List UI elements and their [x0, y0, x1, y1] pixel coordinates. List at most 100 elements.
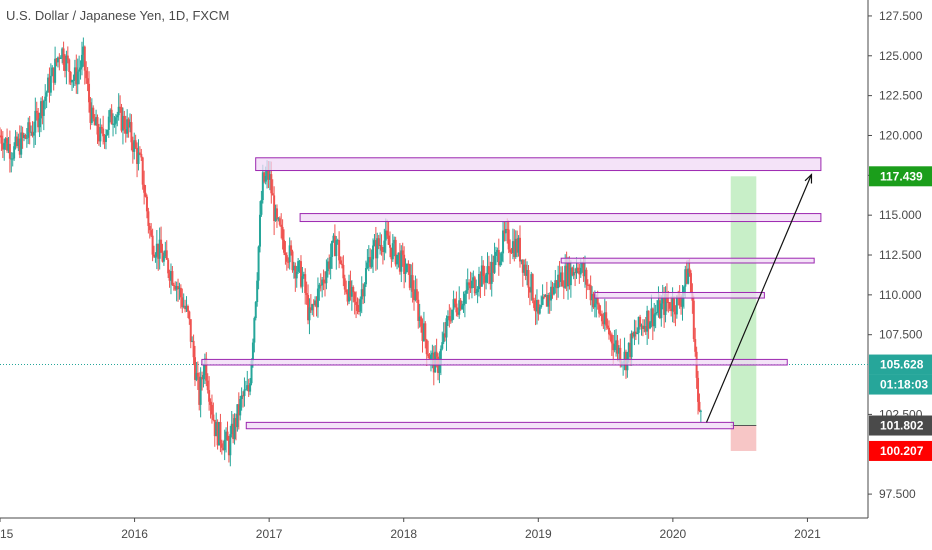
- candle-body: [305, 293, 308, 295]
- candle-body: [246, 385, 249, 390]
- candle-body: [333, 235, 336, 257]
- candle-body: [25, 137, 28, 139]
- candle-body: [390, 247, 393, 260]
- candle-body: [439, 348, 442, 364]
- x-tick-label: 2020: [660, 527, 687, 541]
- candle-body: [144, 192, 147, 197]
- candles: [0, 37, 702, 467]
- candle-body: [147, 211, 150, 227]
- x-tick-label: 2018: [390, 527, 417, 541]
- candle-body: [208, 390, 211, 402]
- candle-body: [76, 71, 79, 85]
- candle-body: [444, 333, 447, 338]
- candle-body: [348, 281, 351, 302]
- candle-body: [332, 235, 335, 242]
- projection-arrow-head: [804, 173, 813, 184]
- candle-body: [592, 294, 595, 308]
- candle-body: [698, 401, 701, 411]
- candle-body: [229, 434, 232, 456]
- candle-body: [55, 58, 58, 63]
- candle-body: [564, 265, 567, 288]
- candle-body: [6, 138, 9, 151]
- candle-body: [401, 250, 404, 255]
- candle-body: [38, 118, 41, 128]
- candle-body: [446, 316, 449, 319]
- price-badge-label: 100.207: [880, 444, 924, 458]
- candle-body: [658, 300, 661, 319]
- candle-body: [309, 307, 312, 311]
- candle-body: [107, 116, 110, 130]
- chart-title: U.S. Dollar / Japanese Yen, 1D, FXCM: [6, 8, 230, 23]
- candle-body: [266, 170, 269, 176]
- candle-body: [106, 129, 109, 135]
- candle-body: [59, 57, 62, 59]
- candle-body: [687, 268, 690, 284]
- candle-body: [571, 267, 574, 276]
- candle-body: [316, 288, 319, 308]
- candle-body: [291, 251, 294, 271]
- candle-body: [212, 414, 215, 420]
- candle-body: [465, 290, 468, 294]
- candle-body: [355, 301, 358, 305]
- candle-body: [136, 147, 139, 164]
- candle-body: [41, 101, 44, 116]
- candle-body: [671, 298, 674, 312]
- candle-body: [318, 284, 321, 289]
- stop-area: [730, 425, 757, 451]
- candle-body: [56, 57, 59, 63]
- candle-body: [640, 325, 643, 327]
- candle-body: [28, 122, 31, 133]
- candle-body: [278, 218, 281, 225]
- y-tick-label: 97.500: [879, 487, 916, 501]
- candle-body: [524, 264, 527, 276]
- candle-body: [328, 261, 331, 269]
- candle-body: [544, 294, 547, 297]
- candle-body: [576, 267, 579, 271]
- candle-body: [682, 286, 685, 296]
- candle-body: [442, 333, 445, 343]
- candle-body: [162, 255, 165, 262]
- candle-body: [503, 230, 506, 234]
- zone-110: [594, 291, 765, 299]
- candle-body: [552, 287, 555, 295]
- candle-body: [236, 404, 239, 428]
- candle-body: [4, 138, 7, 143]
- candle-body: [562, 286, 565, 288]
- candle-body: [103, 136, 106, 142]
- candle-body: [486, 266, 489, 275]
- candle-body: [112, 123, 115, 125]
- candle-body: [372, 245, 375, 260]
- x-tick-label: 2015: [0, 527, 14, 541]
- candle-body: [377, 238, 380, 246]
- candle-body: [589, 285, 592, 301]
- candle-body: [599, 313, 602, 315]
- candle-body: [239, 398, 242, 416]
- candle-body: [509, 249, 512, 253]
- candle-body: [364, 268, 367, 285]
- y-tick-label: 120.000: [879, 128, 923, 142]
- candle-body: [551, 286, 554, 295]
- candle-body: [75, 67, 78, 85]
- candle-body: [285, 255, 288, 262]
- candle-body: [415, 289, 418, 300]
- candle-body: [588, 284, 591, 286]
- price-badge: [869, 166, 932, 187]
- candle-body: [466, 282, 469, 291]
- candle-body: [319, 284, 322, 286]
- candle-body: [648, 322, 651, 329]
- candle-body: [202, 374, 205, 380]
- candle-body: [322, 279, 325, 283]
- zone-105: [201, 358, 788, 366]
- candle-body: [209, 401, 212, 405]
- candle-body: [251, 342, 254, 361]
- candle-body: [10, 158, 13, 160]
- candle-body: [513, 241, 516, 257]
- candle-body: [586, 284, 589, 286]
- candle-body: [393, 239, 396, 244]
- candle-body: [410, 275, 413, 288]
- candle-body: [634, 331, 637, 334]
- candle-body: [308, 307, 311, 321]
- candle-body: [169, 271, 172, 281]
- candle-body: [189, 319, 192, 342]
